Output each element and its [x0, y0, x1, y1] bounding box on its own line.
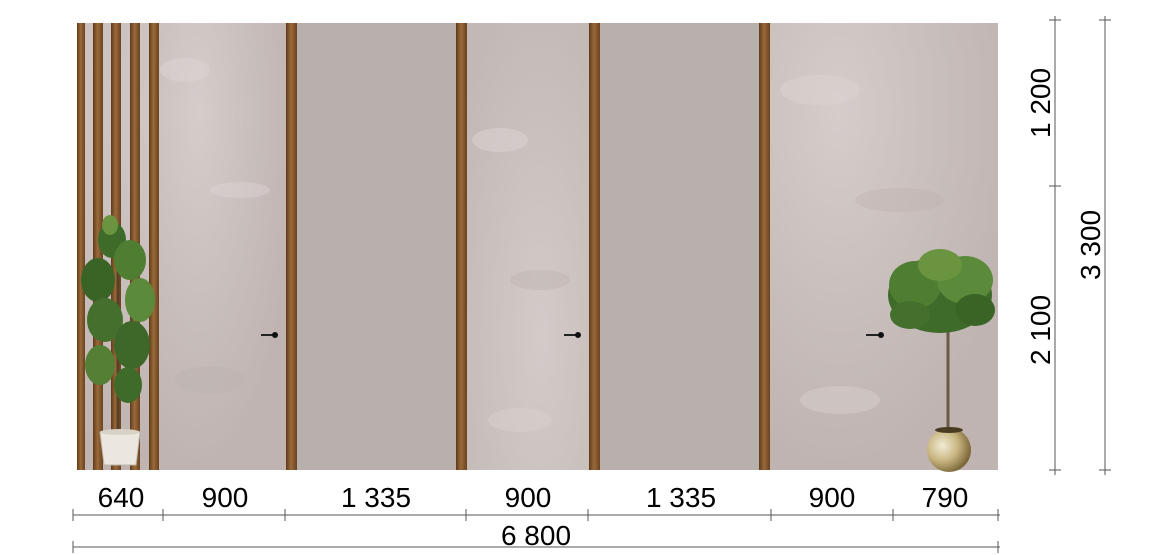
door-handle-icon: [564, 332, 581, 338]
wood-strip: [759, 23, 770, 470]
concrete-panel-left: [160, 23, 286, 470]
door-handle-icon: [261, 332, 278, 338]
total-height-label: 3 300: [1075, 210, 1106, 280]
wood-strip: [589, 23, 600, 470]
dimension-label-1335: 1 335: [341, 482, 411, 513]
concrete-panel-middle: [467, 23, 589, 470]
dimension-label-790: 790: [922, 482, 969, 513]
door-handle-icon: [866, 332, 884, 338]
dimension-label-900: 900: [505, 482, 552, 513]
potted-ficus-plant: [81, 215, 155, 466]
concrete-panel-right: [770, 23, 998, 470]
horizontal-dimension-lines: [72, 509, 1000, 553]
dimension-label-900: 900: [809, 482, 856, 513]
wood-strip: [286, 23, 297, 470]
dimension-label-2100: 2 100: [1025, 295, 1056, 365]
dimension-label-640: 640: [98, 482, 145, 513]
topiary-tree-plant: [888, 249, 995, 472]
vertical-dimension-lines: [1049, 16, 1111, 475]
total-width-label: 6 800: [501, 520, 571, 551]
wood-strip: [456, 23, 467, 470]
door-panel-1: [297, 23, 456, 470]
door-panel-2: [600, 23, 759, 470]
dimension-label-1335: 1 335: [646, 482, 716, 513]
dimension-label-900: 900: [202, 482, 249, 513]
dimension-label-1200: 1 200: [1025, 68, 1056, 138]
